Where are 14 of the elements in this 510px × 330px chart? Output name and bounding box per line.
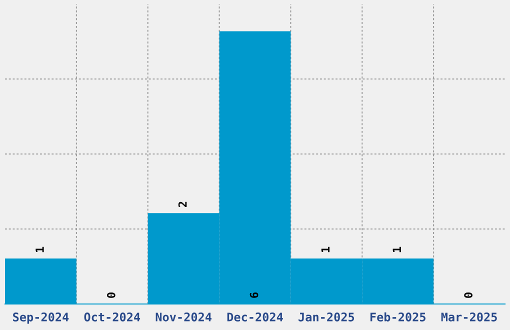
data-label: 1 [36, 246, 44, 252]
x-tick-label: Mar-2025 [441, 312, 497, 322]
x-tick-label: Sep-2024 [13, 312, 69, 324]
x-tick-label: Nov-2024 [156, 312, 212, 322]
data-label: 0 [464, 292, 473, 298]
x-tick-label: Oct-2024 [84, 312, 140, 322]
data-label: 0 [106, 292, 116, 298]
data-label: 1 [321, 246, 330, 252]
data-label: 1 [392, 246, 401, 252]
data-label: 2 [178, 202, 187, 208]
x-tick-label: Jan-2025 [298, 312, 354, 322]
x-tick-label: Dec-2024 [227, 312, 283, 322]
x-tick-label: Feb-2025 [370, 312, 426, 322]
data-label: 6 [250, 292, 258, 298]
